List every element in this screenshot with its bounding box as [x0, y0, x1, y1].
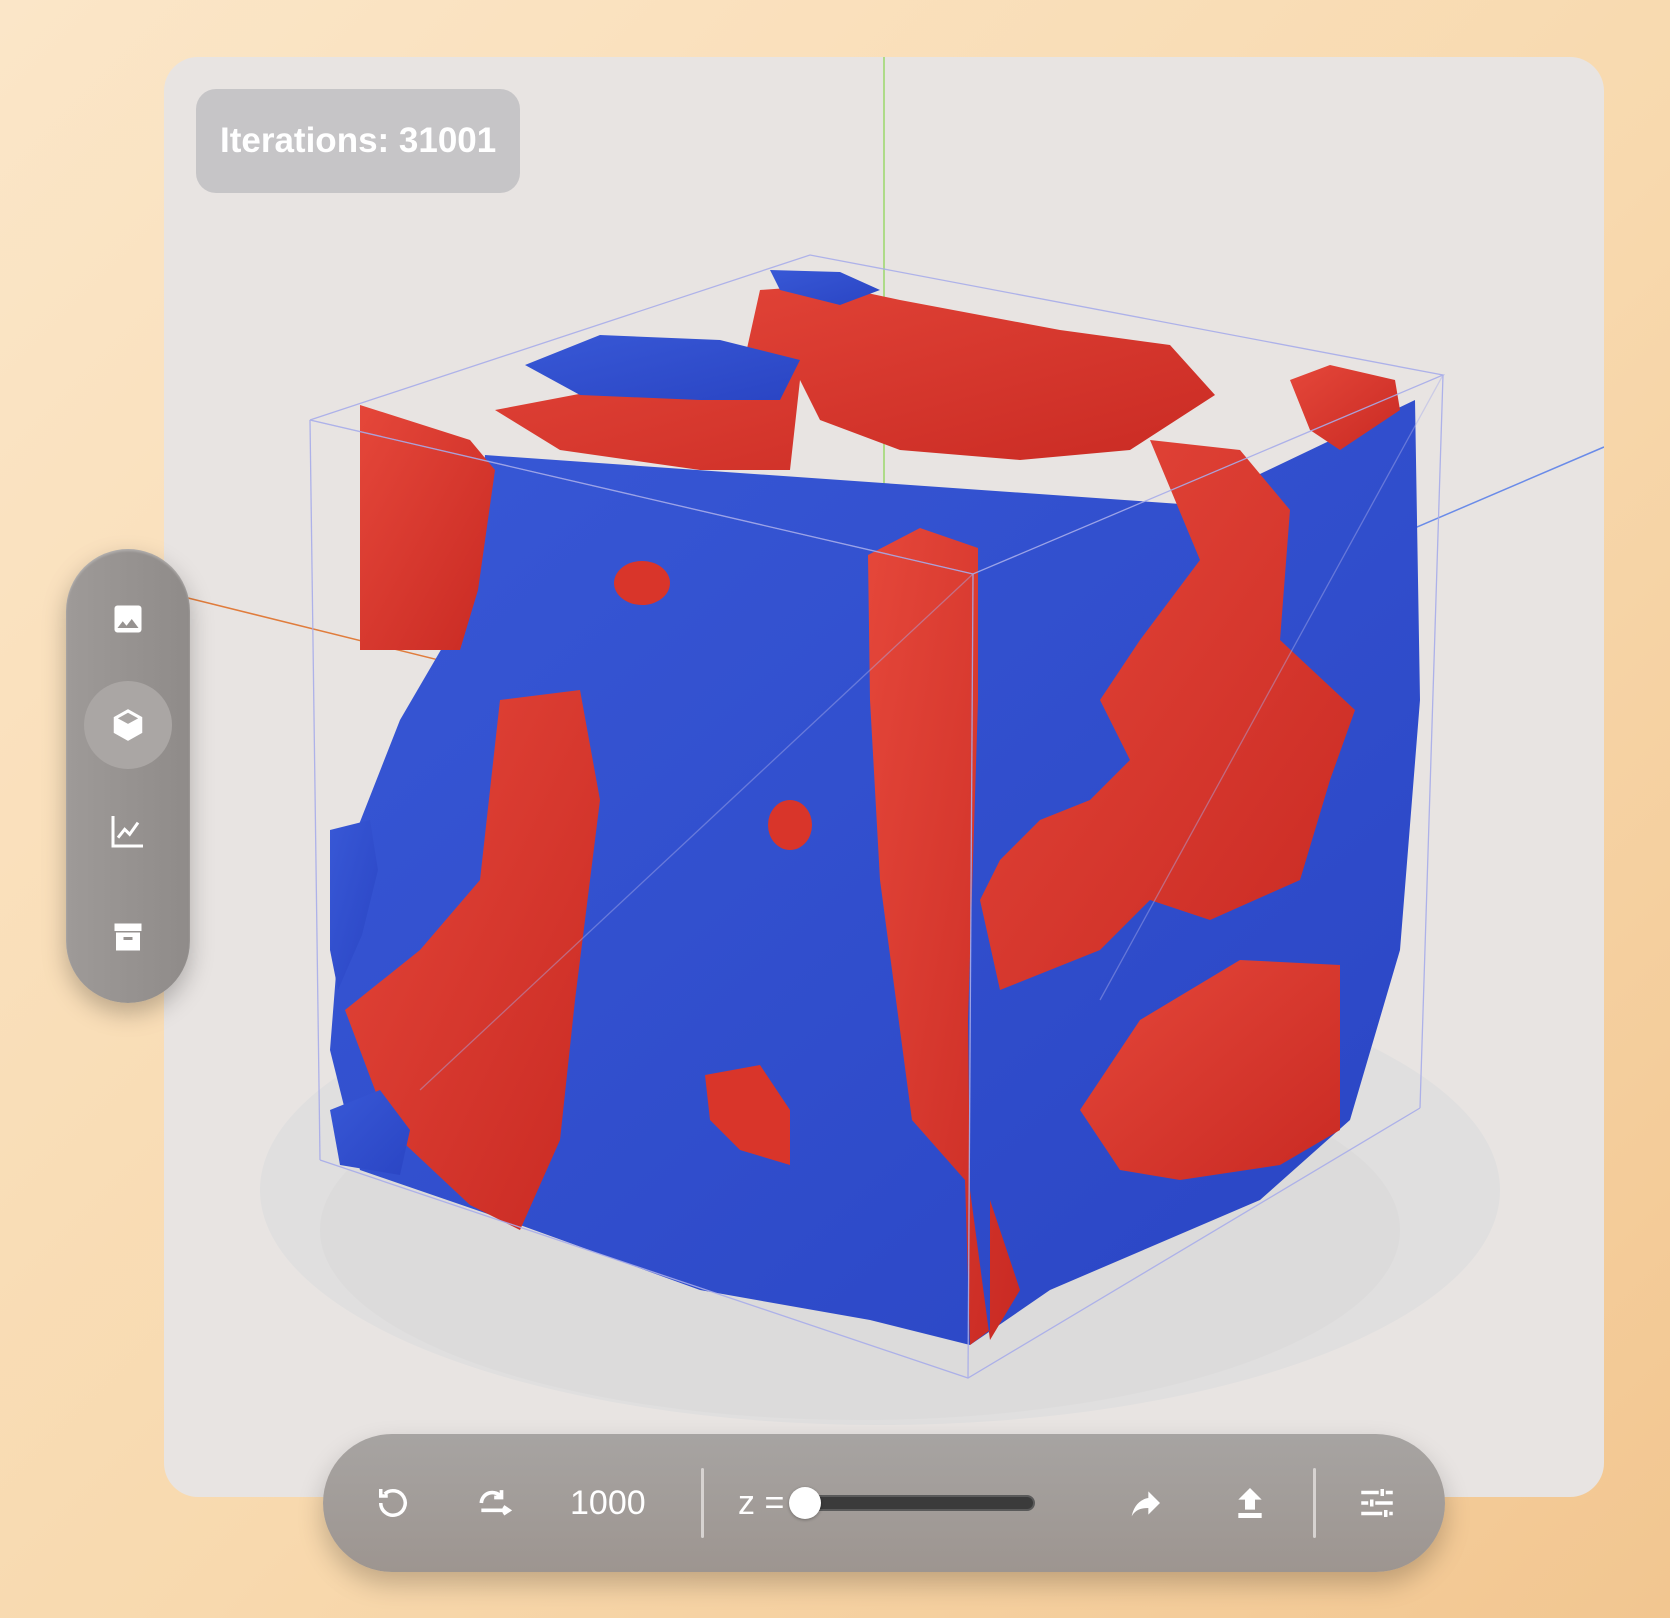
- line-chart-icon: [111, 816, 143, 848]
- settings-button[interactable]: [1347, 1473, 1407, 1533]
- phase-b-top: [525, 335, 800, 400]
- phase-a-pillar: [868, 528, 1020, 1345]
- archive-button[interactable]: [84, 893, 172, 981]
- chart-view-button[interactable]: [84, 787, 172, 875]
- archive-icon: [114, 923, 142, 951]
- reset-rotate-icon: [379, 1488, 407, 1517]
- share-button[interactable]: [1115, 1473, 1175, 1533]
- cube-icon: [113, 709, 143, 741]
- sliders-settings-icon: [1361, 1489, 1393, 1517]
- share-icon: [1131, 1491, 1160, 1517]
- image-icon: [114, 605, 142, 633]
- phase-a-top: [495, 285, 1215, 470]
- z-slider-label: z =: [738, 1484, 785, 1522]
- reset-view-button[interactable]: [363, 1473, 423, 1533]
- phase-a-right: [980, 440, 1355, 990]
- 3d-view-button[interactable]: [84, 681, 172, 769]
- iterations-badge: Iterations: 31001: [196, 89, 521, 193]
- phase-a-right-lower: [1080, 960, 1340, 1180]
- toolbar-divider: [701, 1468, 704, 1538]
- phase-a-left: [360, 405, 495, 650]
- toolbar-divider: [1313, 1468, 1316, 1538]
- bounding-box: [309, 254, 1446, 1379]
- phase-b-fragment: [330, 1090, 410, 1175]
- upload-button[interactable]: [1220, 1473, 1280, 1533]
- step-value[interactable]: 1000: [570, 1484, 646, 1522]
- image-view-button[interactable]: [84, 575, 172, 663]
- phase-a-left-lower: [345, 690, 600, 1230]
- viewer-panel[interactable]: [164, 57, 1604, 1497]
- phase-b-fragment: [330, 820, 378, 990]
- z-slider-track[interactable]: [803, 1495, 1035, 1511]
- phase-a-spot: [768, 800, 812, 850]
- upload-icon: [1238, 1488, 1262, 1518]
- phase-a-spot: [614, 561, 670, 605]
- phase-a-spot: [705, 1065, 790, 1165]
- rotate-step-icon: [479, 1490, 513, 1516]
- rotate-step-button[interactable]: [466, 1473, 526, 1533]
- bottom-toolbar: 1000 z =: [323, 1434, 1445, 1572]
- 3d-scene[interactable]: [164, 57, 1604, 1497]
- z-slider-thumb[interactable]: [789, 1487, 821, 1519]
- side-toolbar: [66, 549, 190, 1003]
- phase-b-top-b: [770, 270, 880, 305]
